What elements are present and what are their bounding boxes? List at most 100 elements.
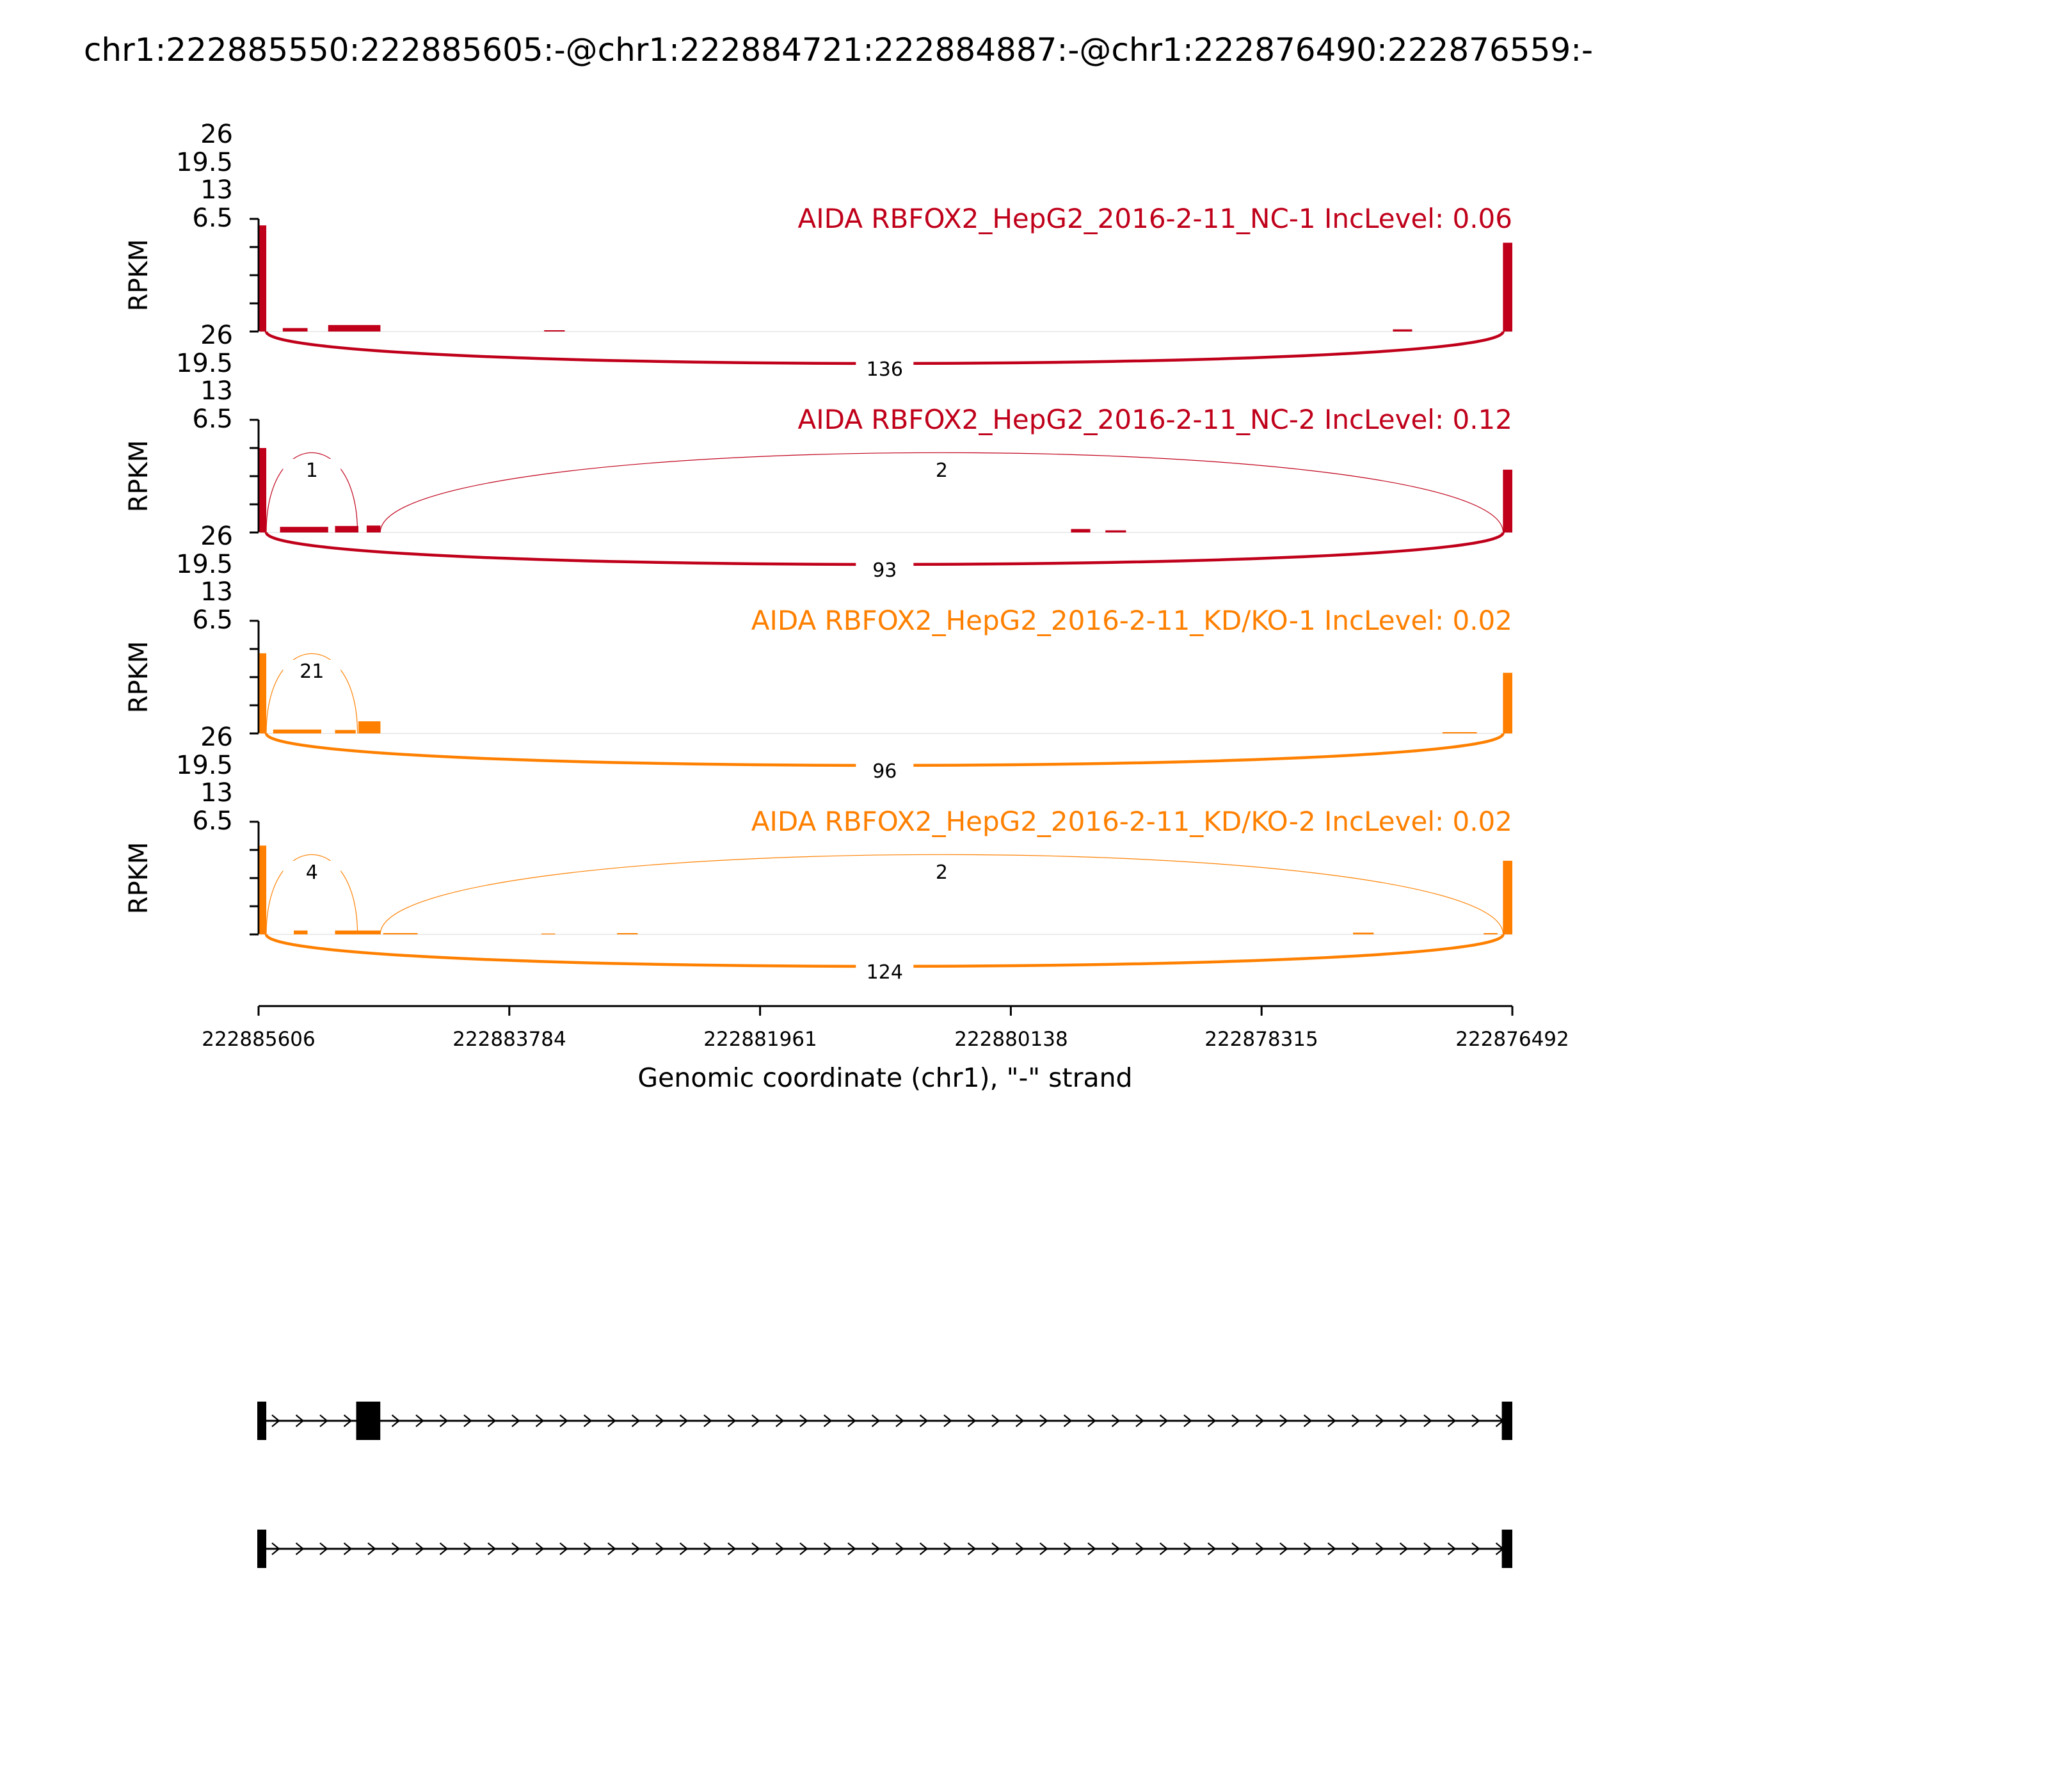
- strand-arrow-icon: [871, 1414, 881, 1427]
- strand-arrow-icon: [967, 1542, 977, 1555]
- strand-arrow-icon: [319, 1414, 328, 1427]
- isoform-track: [257, 1402, 1512, 1568]
- coverage-bar: [617, 932, 638, 934]
- junction-arc: [266, 452, 358, 533]
- x-tick-label: 222883784: [452, 1028, 566, 1051]
- strand-arrow-icon: [511, 1414, 520, 1427]
- panel-title: AIDA RBFOX2_HepG2_2016-2-11_NC-2 IncLeve…: [798, 404, 1513, 435]
- coverage-bar: [1071, 529, 1091, 532]
- strand-arrow-icon: [487, 1542, 497, 1555]
- coverage-bar: [259, 845, 267, 934]
- strand-arrow-icon: [751, 1542, 760, 1555]
- coverage-bar: [1503, 860, 1512, 934]
- coverage-bar: [383, 932, 418, 934]
- junction-label-bg: [856, 358, 914, 380]
- junction-count-label: 2: [936, 460, 948, 482]
- strand-arrow-icon: [415, 1542, 424, 1555]
- junction-label-bg: [913, 459, 971, 481]
- strand-arrow-icon: [919, 1414, 929, 1427]
- strand-arrow-icon: [823, 1414, 833, 1427]
- strand-arrow-icon: [847, 1542, 856, 1555]
- strand-arrow-icon: [799, 1542, 808, 1555]
- strand-arrow-icon: [1039, 1414, 1048, 1427]
- panel-title: AIDA RBFOX2_HepG2_2016-2-11_KD/KO-1 IncL…: [751, 605, 1512, 636]
- coverage-bar: [1484, 932, 1498, 934]
- strand-arrow-icon: [703, 1414, 712, 1427]
- strand-arrow-icon: [991, 1414, 1000, 1427]
- y-tick-label: 6.5: [192, 806, 233, 836]
- strand-arrow-icon: [559, 1542, 568, 1555]
- strand-arrow-icon: [343, 1542, 353, 1555]
- y-axis-label: RPKM: [124, 440, 154, 513]
- junction-count-label: 21: [300, 660, 324, 683]
- x-tick-label: 222885606: [202, 1028, 316, 1051]
- strand-arrow-icon: [1159, 1542, 1169, 1555]
- strand-arrow-icon: [655, 1542, 664, 1555]
- strand-arrow-icon: [1279, 1414, 1288, 1427]
- strand-arrow-icon: [1231, 1542, 1240, 1555]
- y-tick-label: 26: [200, 723, 233, 752]
- panel-kdko-2: AIDA RBFOX2_HepG2_2016-2-11_KD/KO-2 IncL…: [124, 723, 1512, 984]
- coverage-bar: [259, 448, 267, 532]
- strand-arrow-icon: [1183, 1414, 1192, 1427]
- coverage-bar: [1503, 243, 1512, 332]
- y-axis-label: RPKM: [124, 842, 154, 915]
- y-tick-label: 13: [200, 376, 233, 406]
- strand-arrow-icon: [1063, 1542, 1073, 1555]
- strand-arrow-icon: [1255, 1414, 1265, 1427]
- strand-arrow-icon: [1207, 1414, 1217, 1427]
- strand-arrow-icon: [607, 1542, 616, 1555]
- strand-arrow-icon: [1471, 1414, 1480, 1427]
- strand-arrow-icon: [367, 1542, 376, 1555]
- coverage-bar: [294, 930, 308, 934]
- strand-arrow-icon: [1255, 1542, 1265, 1555]
- exon-block: [257, 1402, 267, 1440]
- coverage-bar: [366, 525, 381, 532]
- y-axis-label: RPKM: [124, 641, 154, 714]
- strand-arrow-icon: [631, 1542, 641, 1555]
- junction-label-bg: [856, 559, 914, 580]
- exon-block: [1501, 1530, 1512, 1568]
- strand-arrow-icon: [271, 1414, 280, 1427]
- strand-arrow-icon: [1231, 1414, 1240, 1427]
- strand-arrow-icon: [895, 1542, 904, 1555]
- strand-arrow-icon: [679, 1414, 689, 1427]
- strand-arrow-icon: [919, 1542, 929, 1555]
- x-tick-label: 222881961: [703, 1028, 817, 1051]
- strand-arrow-icon: [583, 1542, 593, 1555]
- strand-arrow-icon: [1351, 1542, 1361, 1555]
- strand-arrow-icon: [1087, 1414, 1096, 1427]
- strand-arrow-icon: [679, 1542, 689, 1555]
- junction-count-label: 124: [867, 961, 903, 984]
- strand-arrow-icon: [1111, 1542, 1121, 1555]
- strand-arrow-icon: [1015, 1414, 1025, 1427]
- junction-label-bg: [856, 760, 914, 781]
- coverage-bar: [273, 729, 322, 733]
- strand-arrow-icon: [607, 1414, 616, 1427]
- strand-arrow-icon: [943, 1414, 952, 1427]
- x-tick-label: 222876492: [1455, 1028, 1569, 1051]
- exon-block: [1501, 1402, 1512, 1440]
- strand-arrow-icon: [295, 1414, 305, 1427]
- strand-arrow-icon: [1399, 1414, 1409, 1427]
- strand-arrow-icon: [1279, 1542, 1288, 1555]
- junction-count-label: 2: [936, 861, 948, 884]
- strand-arrow-icon: [295, 1542, 305, 1555]
- strand-arrow-icon: [439, 1414, 449, 1427]
- coverage-bar: [1353, 932, 1374, 934]
- strand-arrow-icon: [895, 1414, 904, 1427]
- strand-arrow-icon: [727, 1542, 737, 1555]
- strand-arrow-icon: [1135, 1414, 1144, 1427]
- y-tick-label: 26: [200, 522, 233, 551]
- strand-arrow-icon: [1423, 1542, 1432, 1555]
- strand-arrow-icon: [511, 1542, 520, 1555]
- coverage-bar: [1503, 469, 1512, 532]
- y-axis-label: RPKM: [124, 239, 154, 312]
- coverage-bar: [544, 330, 565, 332]
- y-tick-label: 19.5: [176, 349, 233, 378]
- junction-count-label: 136: [867, 358, 903, 381]
- y-tick-label: 26: [200, 120, 233, 149]
- strand-arrow-icon: [415, 1414, 424, 1427]
- strand-arrow-icon: [751, 1414, 760, 1427]
- strand-arrow-icon: [1447, 1414, 1457, 1427]
